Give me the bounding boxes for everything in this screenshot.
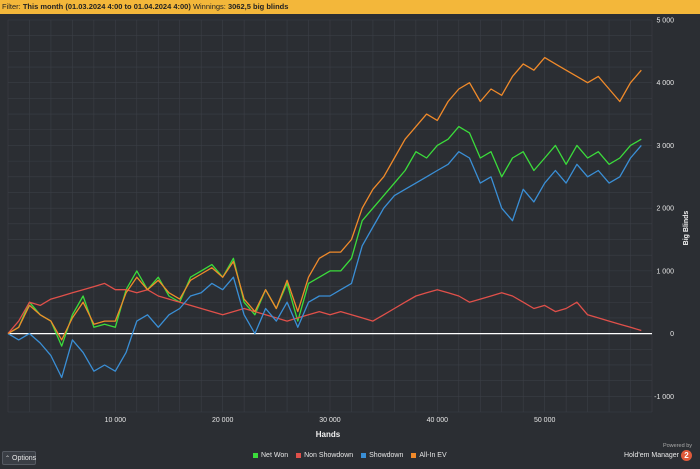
y-tick-label: 1 000 [656, 268, 674, 275]
series-lines [7, 56, 642, 379]
chart-legend: Net Won Non Showdown Showdown All-In EV [253, 452, 447, 459]
y-tick-labels: -1 000 0 1 000 2 000 3 000 4 000 5 000 [654, 18, 674, 401]
legend-swatch [411, 453, 417, 458]
branding: Powered by Hold'em Manager 2 [624, 442, 692, 461]
x-tick-label: 40 000 [427, 417, 449, 424]
filter-bar: Filter: This month (01.03.2024 4:00 to 0… [0, 0, 700, 14]
legend-item[interactable]: All-In EV [411, 452, 447, 459]
y-tick-label: 4 000 [656, 80, 674, 87]
y-tick-label: 3 000 [656, 143, 674, 150]
graph-chart: -1 000 0 1 000 2 000 3 000 4 000 5 000 10 000 2… [7, 18, 690, 439]
winnings-label: Winnings: [192, 2, 226, 11]
x-tick-label: 20 000 [212, 417, 234, 424]
brand-name: Hold'em Manager [623, 451, 679, 459]
series-line-showdown [7, 144, 642, 379]
x-tick-labels: 10 000 20 000 30 000 40 000 50 000 [105, 417, 556, 424]
legend-item[interactable]: Showdown [361, 452, 403, 459]
legend-swatch [361, 453, 367, 458]
x-tick-label: 10 000 [105, 417, 127, 424]
legend-swatch [253, 453, 258, 458]
grid-lines [7, 19, 653, 413]
series-line-net-won [7, 125, 642, 347]
legend-label: Showdown [369, 452, 404, 459]
powered-by-text: Powered by [662, 443, 692, 449]
chevron-up-icon: ⌃ [5, 456, 11, 462]
x-tick-label: 50 000 [534, 417, 556, 424]
filter-value: This month (01.03.2024 4:00 to 01.04.202… [22, 2, 191, 11]
legend-label: Net Won [261, 452, 289, 459]
legend-label: Non Showdown [304, 452, 354, 459]
y-axis-label: Big Blinds [683, 211, 690, 246]
y-tick-label: 0 [670, 331, 674, 338]
legend-swatch [296, 453, 302, 458]
y-tick-label: -1 000 [654, 394, 674, 401]
hm2-logo-icon: 2 [681, 450, 692, 461]
options-label: Options [12, 455, 37, 462]
legend-item[interactable]: Net Won [253, 452, 288, 459]
legend-item[interactable]: Non Showdown [296, 452, 353, 459]
series-line-non-showdown [7, 282, 642, 335]
y-tick-label: 2 000 [656, 206, 674, 213]
filter-prefix: Filter: [2, 2, 21, 11]
legend-label: All-In EV [419, 452, 447, 459]
x-tick-label: 30 000 [319, 417, 341, 424]
winnings-value: 3062,5 big blinds [227, 2, 289, 11]
options-button[interactable]: ⌃ Options [2, 451, 36, 465]
series-line-all-in-ev [7, 56, 642, 341]
x-axis-label: Hands [316, 430, 341, 439]
y-tick-label: 5 000 [656, 18, 674, 25]
